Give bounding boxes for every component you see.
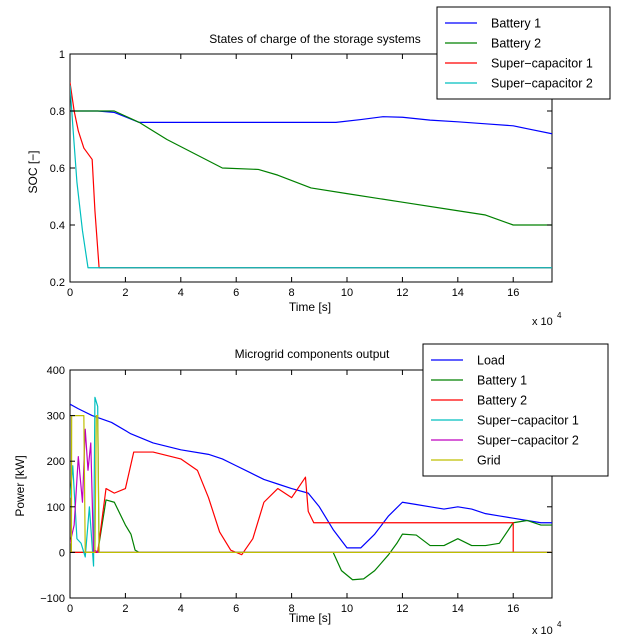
power-y-tick-label: 200: [47, 456, 65, 468]
soc-x-tick-label: 14: [452, 287, 464, 299]
soc-series-2: [70, 110, 552, 226]
power-plot-frame: [69, 369, 553, 599]
soc-series-1: [70, 110, 552, 135]
power-chart: Microgrid components output 0 2 4 6 8 10 12 14 1…: [13, 343, 609, 637]
soc-y-tick-label: 0.8: [50, 106, 65, 118]
soc-chart-x-multiplier-exp: 4: [557, 311, 562, 320]
soc-x-tick-label: 0: [67, 287, 73, 299]
power-chart-x-multiplier: x 10 4: [532, 620, 562, 637]
soc-legend-box: [436, 6, 611, 100]
soc-legend-label-2: Battery 2: [491, 37, 541, 51]
soc-x-tick-label: 6: [233, 287, 239, 299]
power-chart-title: Microgrid components output: [235, 347, 390, 361]
power-y-tick-label: 300: [47, 411, 65, 423]
power-series-3: [70, 451, 552, 556]
soc-x-tick-label: 16: [507, 287, 519, 299]
power-x-tick-label: 2: [122, 603, 128, 615]
power-x-tick-label: 14: [452, 603, 464, 615]
soc-x-tick-label: 2: [122, 287, 128, 299]
soc-y-tick-label: 0.6: [50, 163, 65, 175]
power-x-tick-label: 6: [233, 603, 239, 615]
power-chart-axes: [69, 369, 553, 599]
power-chart-xlabel: Time [s]: [289, 611, 331, 625]
power-x-tick-label: 0: [67, 603, 73, 615]
soc-x-tick-label: 8: [289, 287, 295, 299]
soc-legend-label-3: Super−capacitor 1: [491, 57, 593, 71]
power-chart-legend: Load Battery 1 Battery 2 Super−capacitor 1 S…: [422, 343, 609, 477]
soc-series-3: [70, 82, 552, 269]
soc-x-tick-label: 12: [396, 287, 408, 299]
soc-series-4: [70, 85, 552, 269]
soc-x-tick-label: 4: [178, 287, 184, 299]
soc-legend-label-4: Super−capacitor 2: [491, 77, 593, 91]
soc-chart-ticks: 0 2 4 6 8 10 12 14 16 0.2 0.4 0.6 0.8 1: [50, 49, 552, 299]
soc-chart-title: States of charge of the storage systems: [209, 32, 420, 46]
power-legend-label-6: Grid: [477, 454, 501, 468]
power-x-tick-label: 10: [341, 603, 353, 615]
power-y-tick-label: 0: [59, 547, 65, 559]
power-series-1: [70, 403, 552, 549]
soc-chart-x-multiplier-base: x 10: [532, 316, 553, 328]
power-x-tick-label: 12: [396, 603, 408, 615]
soc-chart-xlabel: Time [s]: [289, 300, 331, 314]
power-x-tick-label: 16: [507, 603, 519, 615]
power-chart-series: [70, 396, 552, 581]
soc-y-tick-label: 1: [59, 49, 65, 61]
power-legend-label-4: Super−capacitor 1: [477, 414, 579, 428]
soc-chart: States of charge of the storage systems …: [26, 6, 611, 328]
soc-y-tick-label: 0.2: [50, 277, 65, 289]
soc-chart-ylabel: SOC [−]: [26, 150, 40, 193]
power-series-6: [70, 415, 552, 554]
soc-y-tick-label: 0.4: [50, 220, 65, 232]
soc-x-tick-label: 10: [341, 287, 353, 299]
power-legend-label-5: Super−capacitor 2: [477, 434, 579, 448]
soc-legend-label-1: Battery 1: [491, 17, 541, 31]
power-legend-label-1: Load: [477, 354, 505, 368]
soc-chart-series: [70, 82, 552, 269]
power-chart-x-multiplier-exp: 4: [557, 620, 562, 629]
power-y-tick-label: 100: [47, 502, 65, 514]
power-x-tick-label: 4: [178, 603, 184, 615]
power-legend-label-3: Battery 2: [477, 394, 527, 408]
power-x-tick-label: 8: [289, 603, 295, 615]
power-y-tick-label: −100: [40, 593, 65, 605]
power-series-2: [70, 499, 552, 581]
power-chart-x-multiplier-base: x 10: [532, 625, 553, 637]
power-chart-ylabel: Power [kW]: [13, 455, 27, 516]
power-legend-box: [422, 343, 609, 477]
power-legend-label-2: Battery 1: [477, 374, 527, 388]
power-y-tick-label: 400: [47, 365, 65, 377]
soc-chart-x-multiplier: x 10 4: [532, 311, 562, 328]
soc-chart-legend: Battery 1 Battery 2 Super−capacitor 1 Super…: [436, 6, 611, 100]
